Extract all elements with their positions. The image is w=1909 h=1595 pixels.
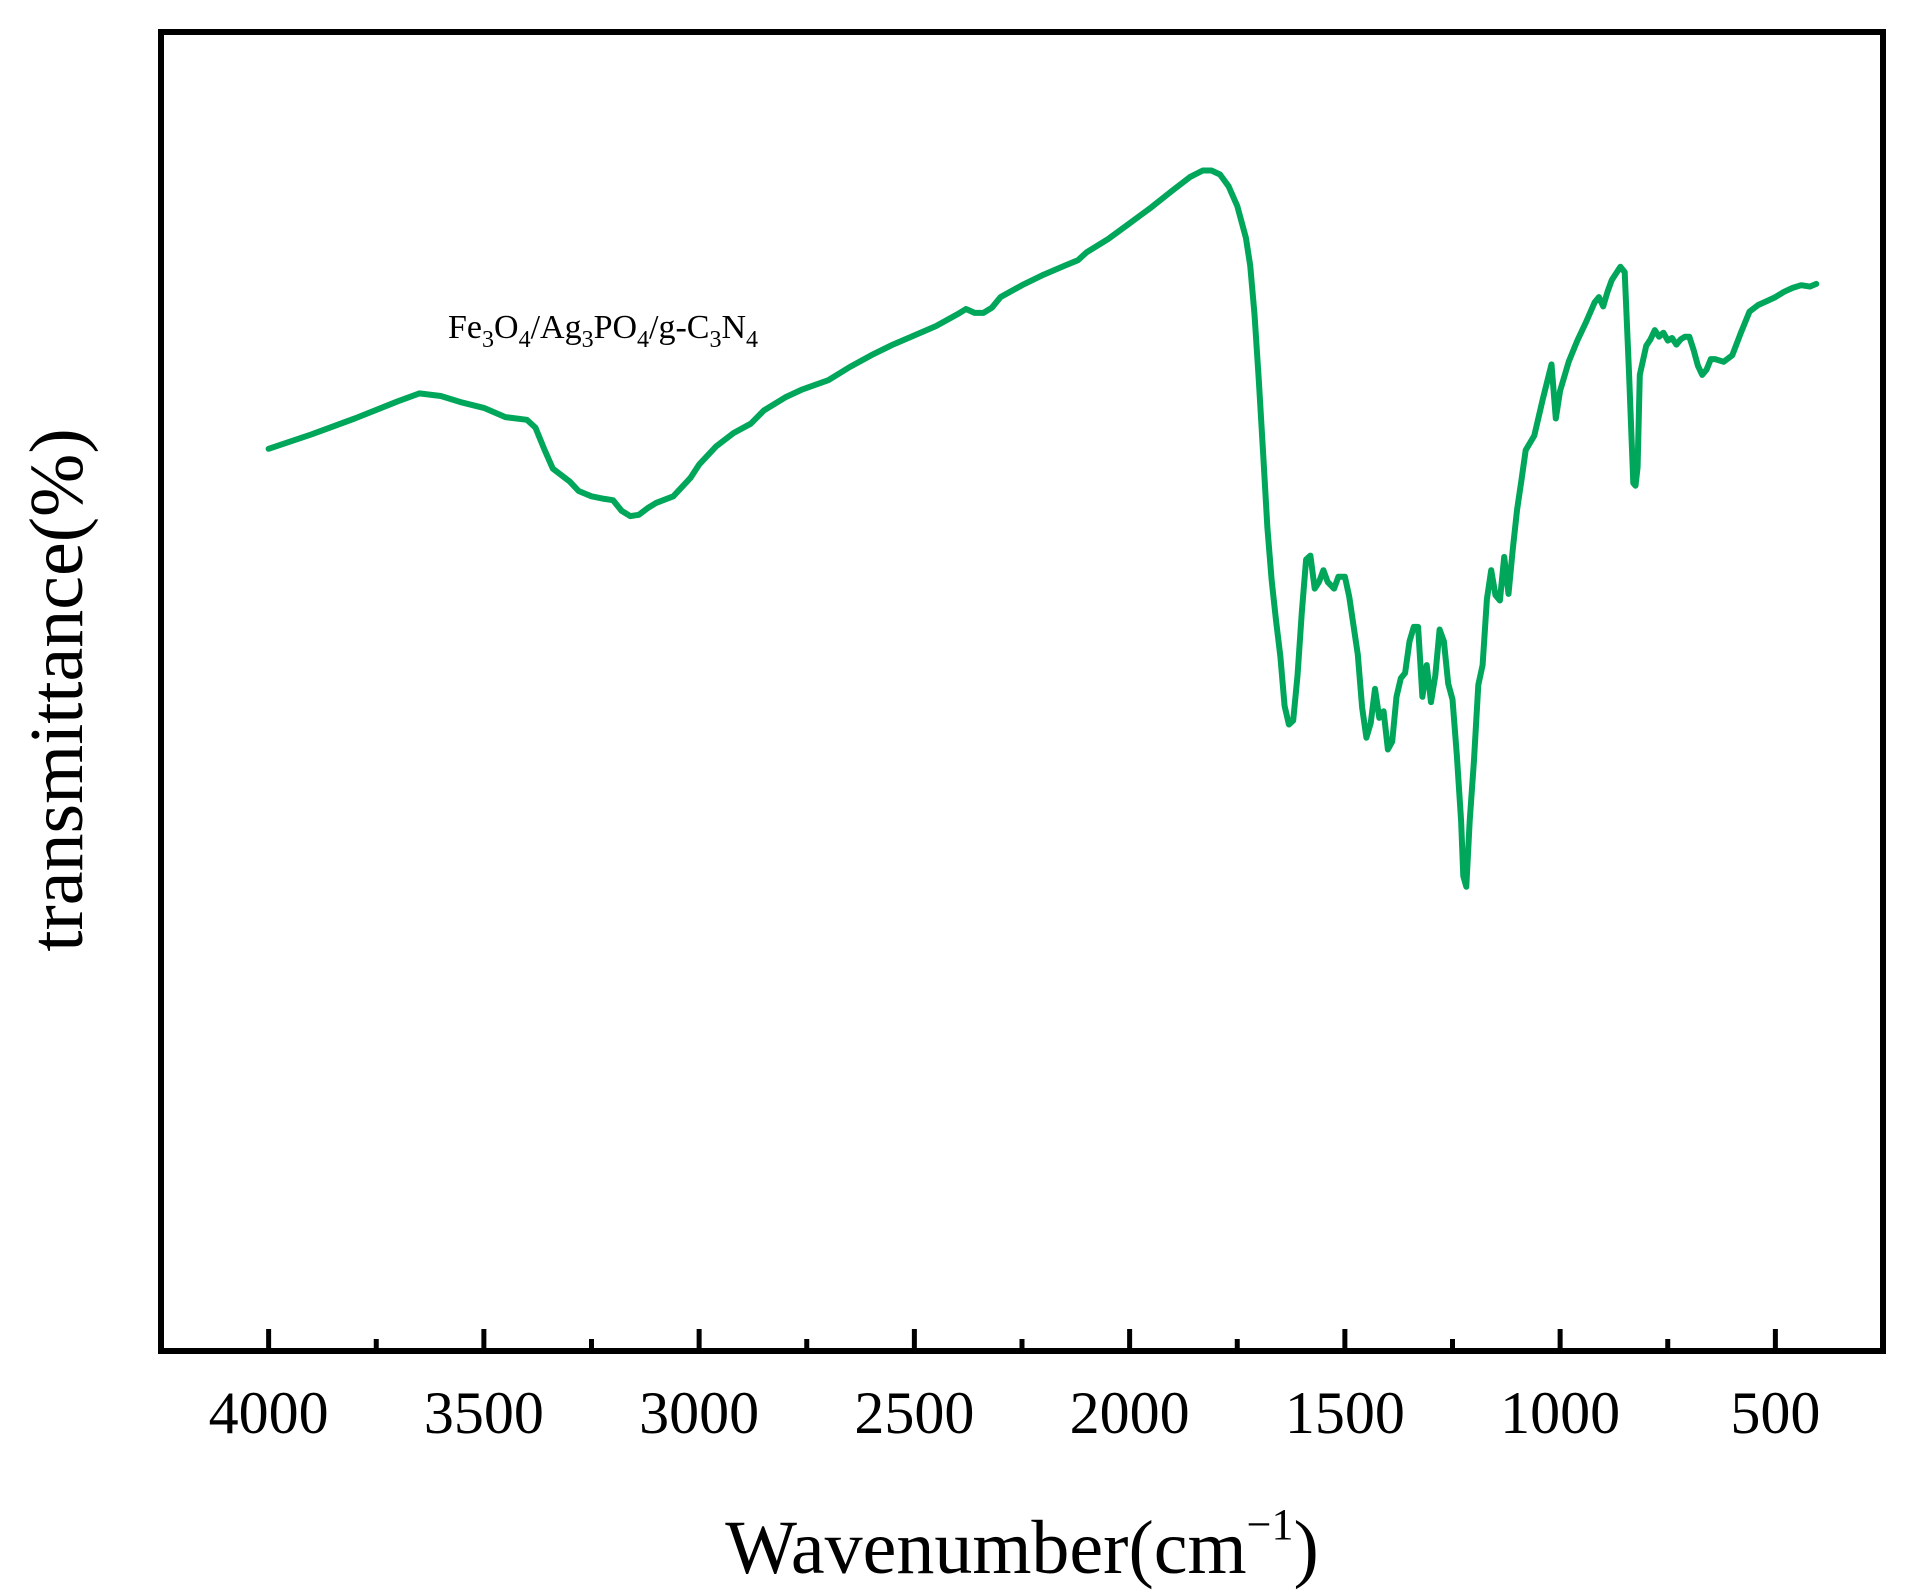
annotation-text: /Ag xyxy=(531,309,582,346)
x-tick-label: 4000 xyxy=(209,1380,329,1446)
series-group xyxy=(265,167,1820,890)
x-tick-label: 1500 xyxy=(1285,1380,1405,1446)
annotation-text: /g-C xyxy=(649,309,709,346)
annotation-text: N xyxy=(721,309,746,346)
annotation-text: O xyxy=(494,309,519,346)
annotation-subscript: 4 xyxy=(637,327,649,353)
x-axis-ticks xyxy=(266,1329,1778,1351)
x-tick-label: 2000 xyxy=(1070,1380,1190,1446)
annotation-subscript: 4 xyxy=(746,327,758,353)
spectrum-line xyxy=(265,167,1820,890)
annotation-subscript: 3 xyxy=(482,327,494,353)
x-tick-label: 500 xyxy=(1730,1380,1820,1446)
x-tick-label: 3500 xyxy=(424,1380,544,1446)
x-axis-title-main: Wavenumber(cm xyxy=(725,1506,1246,1590)
annotation-subscript: 3 xyxy=(709,327,721,353)
annotation-subscript: 3 xyxy=(582,327,594,353)
x-axis-tick-labels: 4000 3500 3000 2500 2000 1500 1000 500 xyxy=(209,1380,1821,1446)
annotation-text: Fe xyxy=(448,309,482,346)
annotation-subscript: 4 xyxy=(519,327,531,353)
x-axis-title: Wavenumber(cm−1) xyxy=(725,1500,1319,1590)
x-axis-title-superscript: −1 xyxy=(1247,1500,1294,1549)
plot-frame xyxy=(158,29,1886,1354)
sample-annotation: Fe3O4/Ag3PO4/g-C3N4 xyxy=(448,309,758,353)
y-axis-title: transmittance(%) xyxy=(15,428,99,951)
x-tick-label: 3000 xyxy=(639,1380,759,1446)
x-tick-label: 2500 xyxy=(854,1380,974,1446)
x-axis-title-close: ) xyxy=(1293,1506,1318,1590)
annotation-text: PO xyxy=(594,309,637,346)
x-tick-label: 1000 xyxy=(1500,1380,1620,1446)
